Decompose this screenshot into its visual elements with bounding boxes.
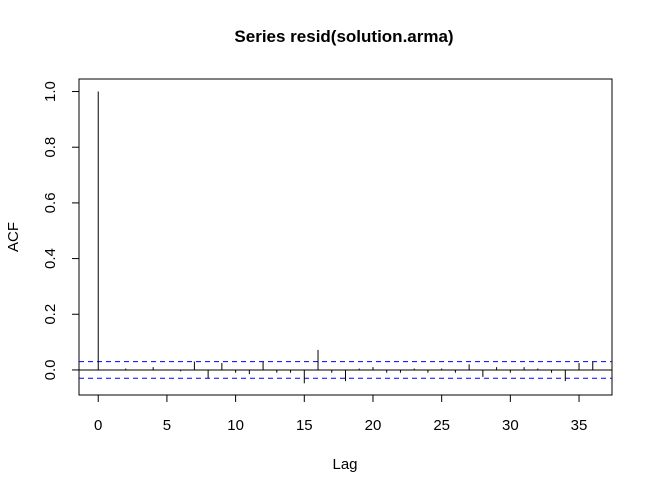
x-tick-label: 10 — [227, 417, 244, 434]
x-tick-label: 5 — [163, 417, 171, 434]
y-tick-label: 0.6 — [42, 192, 59, 213]
y-tick-label: 0.8 — [42, 137, 59, 158]
y-tick-label: 0.2 — [42, 304, 59, 325]
x-tick-label: 0 — [94, 417, 102, 434]
y-tick-label: 0.0 — [42, 360, 59, 381]
x-tick-label: 35 — [571, 417, 588, 434]
x-axis-label: Lag — [332, 456, 357, 473]
x-tick-label: 15 — [296, 417, 313, 434]
y-axis-label: ACF — [5, 222, 22, 252]
plot-frame — [78, 78, 613, 396]
y-tick-label: 1.0 — [42, 81, 59, 102]
chart-title: Series resid(solution.arma) — [234, 27, 453, 46]
x-tick-label: 25 — [433, 417, 450, 434]
x-tick-label: 30 — [502, 417, 519, 434]
x-tick-label: 20 — [365, 417, 382, 434]
y-tick-label: 0.4 — [42, 248, 59, 269]
